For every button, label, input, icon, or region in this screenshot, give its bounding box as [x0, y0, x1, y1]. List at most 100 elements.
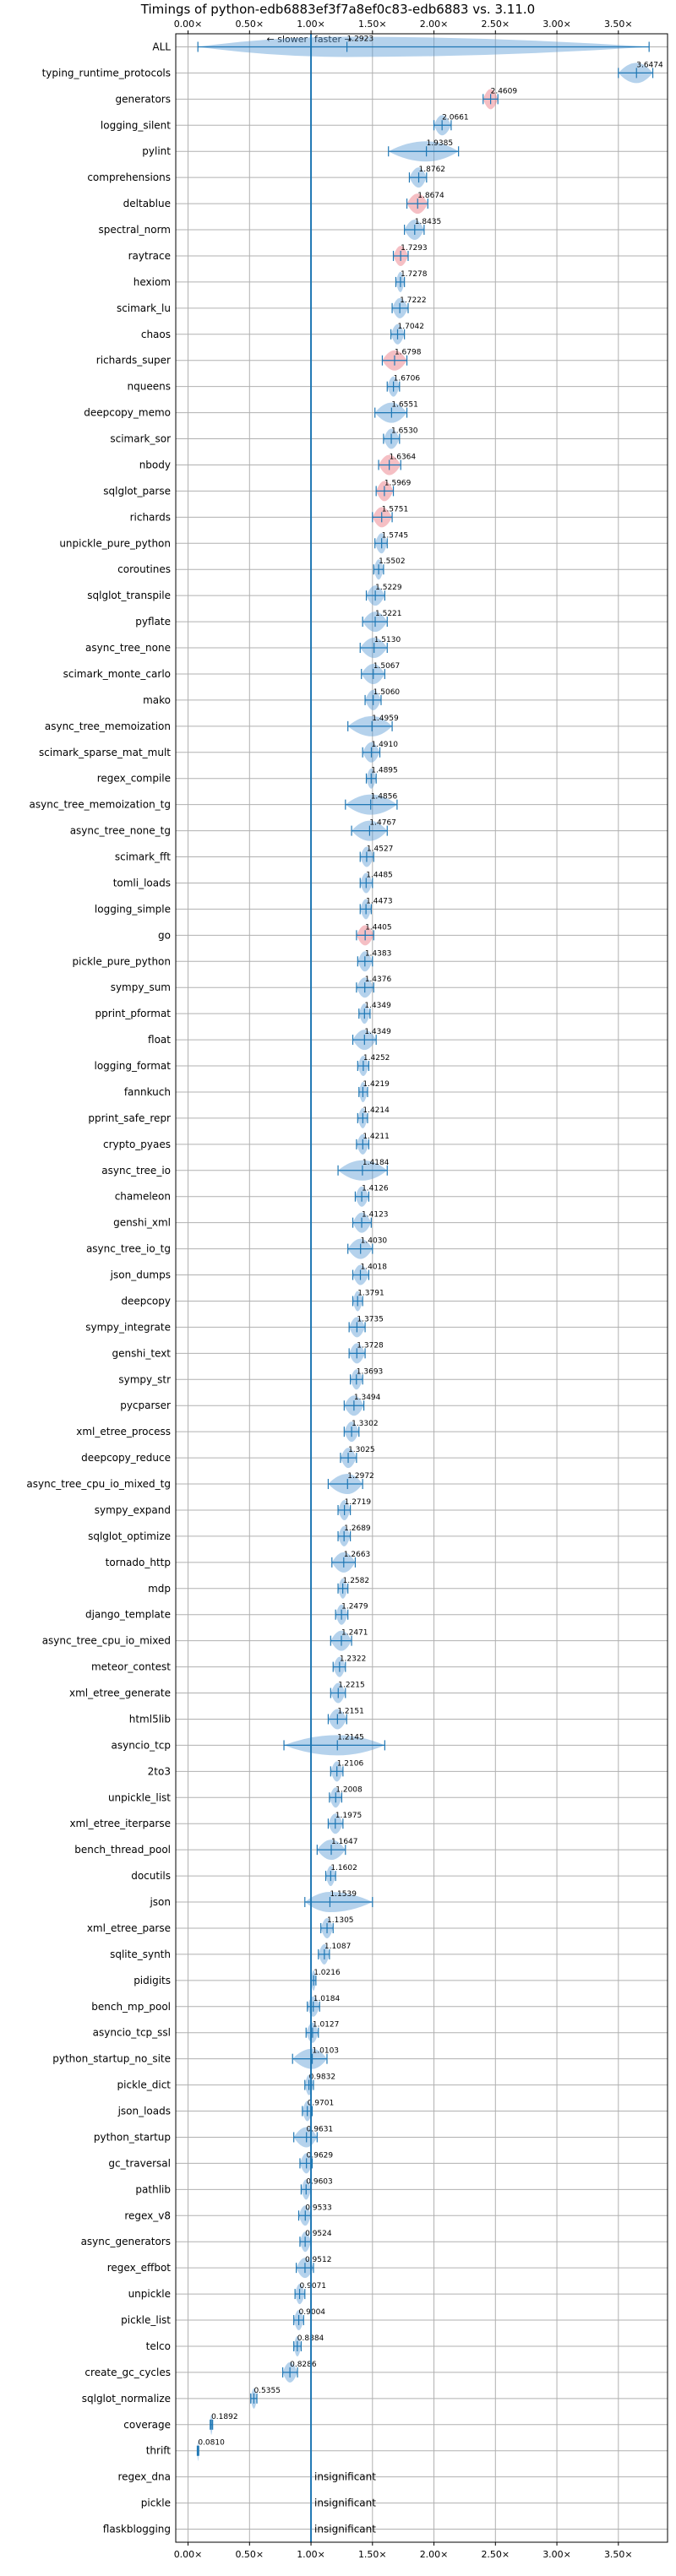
row-label: coroutines: [117, 563, 171, 575]
value-label: 1.0216: [313, 1969, 341, 1977]
row-label: deltablue: [123, 198, 171, 209]
value-label: 1.4910: [371, 741, 398, 749]
value-label: 1.4030: [361, 1237, 388, 1246]
row-label: sympy_integrate: [85, 1321, 171, 1333]
row-label: ALL: [152, 41, 171, 52]
value-label: 1.8762: [419, 166, 446, 174]
row-label: sympy_sum: [111, 981, 171, 993]
row-label: pickle_list: [121, 2314, 171, 2326]
row-label: sqlglot_optimize: [88, 1530, 171, 1542]
row-label: nqueens: [128, 381, 171, 393]
row-label: xml_etree_iterparse: [69, 1818, 171, 1829]
value-label: 1.3494: [354, 1394, 381, 1402]
row-label: bench_mp_pool: [91, 2001, 171, 2013]
row-label: docutils: [131, 1870, 171, 1882]
value-label: 1.4126: [362, 1185, 389, 1193]
value-label: 1.8435: [415, 218, 442, 226]
value-label: 0.9071: [300, 2282, 327, 2291]
value-label: 0.5355: [254, 2387, 281, 2395]
value-label: 1.4184: [363, 1159, 390, 1167]
row-label: regex_v8: [124, 2209, 171, 2221]
plot-frame: [175, 33, 668, 2543]
row-label: telco: [146, 2340, 171, 2352]
row-label: pickle_pure_python: [73, 955, 171, 967]
value-label: 1.4219: [363, 1080, 390, 1089]
row-label: unpickle_list: [108, 1791, 171, 1803]
row-label: logging_format: [94, 1060, 171, 1072]
row-label: mako: [143, 694, 171, 706]
value-label: 1.2145: [337, 1733, 364, 1742]
row-label: logging_silent: [101, 119, 171, 131]
value-label: 1.4123: [362, 1211, 389, 1220]
x-tick-label-bottom: 3.00×: [542, 2549, 571, 2560]
value-label: 0.9524: [305, 2230, 332, 2238]
value-label: 2.4609: [491, 87, 518, 95]
insignificant-label: insignificant: [314, 2497, 376, 2509]
value-label: 1.4252: [363, 1054, 390, 1062]
value-label: 1.7293: [401, 244, 428, 253]
value-label: 1.6551: [391, 401, 418, 410]
value-label: 1.1087: [324, 1943, 352, 1951]
value-label: 1.6364: [390, 453, 417, 461]
row-label: pickle: [141, 2497, 171, 2509]
value-label: 1.2215: [338, 1682, 365, 1690]
value-label: 1.0127: [313, 2021, 340, 2030]
row-label: spectral_norm: [98, 224, 171, 236]
row-label: typing_runtime_protocols: [42, 67, 171, 79]
value-label: 1.2322: [340, 1655, 367, 1664]
value-label: 1.4211: [363, 1133, 390, 1141]
x-tick-label-bottom: 2.00×: [420, 2549, 449, 2560]
value-label: 0.9004: [299, 2308, 326, 2317]
chart-title: Timings of python-edb6883ef3f7a8ef0c83-e…: [140, 2, 535, 17]
row-label: pylint: [142, 145, 171, 157]
value-label: 1.4376: [365, 976, 392, 984]
value-label: 1.1975: [335, 1812, 363, 1820]
row-label: xml_etree_generate: [69, 1687, 171, 1699]
value-label: 1.4527: [367, 845, 394, 854]
value-label: 1.3302: [352, 1420, 379, 1428]
row-label: meteor_contest: [91, 1661, 171, 1673]
value-label: 1.5221: [375, 610, 402, 618]
row-label: scimark_lu: [117, 302, 171, 314]
value-label: 1.3025: [348, 1446, 375, 1454]
value-label: 1.1539: [330, 1890, 357, 1899]
row-label: async_tree_io_tg: [86, 1243, 171, 1255]
row-label: pyflate: [135, 616, 171, 628]
value-label: 1.5751: [382, 505, 409, 514]
value-label: 1.4018: [361, 1264, 388, 1272]
value-label: 1.4349: [364, 1028, 391, 1036]
row-label: sqlite_synth: [110, 1948, 171, 1960]
row-label: deepcopy: [121, 1295, 171, 1307]
value-label: 1.1647: [331, 1838, 358, 1846]
row-label: xml_etree_parse: [87, 1922, 171, 1934]
marks-layer: 1.2923 3.6474 2.4609 2.0661 1.9385 1.8762 1.86…: [196, 35, 663, 2535]
value-label: 1.2106: [337, 1759, 364, 1768]
value-label: 1.5130: [374, 636, 401, 644]
row-label: tomli_loads: [113, 877, 171, 889]
value-label: 3.6474: [636, 61, 663, 69]
row-label: pycparser: [120, 1399, 171, 1411]
value-label: 1.2719: [345, 1498, 372, 1507]
value-label: 1.4485: [366, 871, 393, 879]
x-tick-label-bottom: 0.00×: [174, 2549, 203, 2560]
row-label: scimark_sparse_mat_mult: [39, 747, 171, 758]
row-label: go: [158, 929, 171, 941]
row-label: crypto_pyaes: [103, 1139, 171, 1150]
row-label: thrift: [146, 2445, 172, 2457]
row-label: generators: [115, 93, 171, 105]
value-label: 1.5745: [382, 531, 409, 540]
row-label: scimark_monte_carlo: [63, 668, 171, 680]
value-label: 1.9385: [427, 139, 454, 148]
row-label: asyncio_tcp: [111, 1739, 171, 1751]
value-label: 0.9832: [309, 2073, 336, 2082]
direction-labels: ← slower faster →: [267, 34, 352, 45]
row-label: scimark_fft: [115, 851, 171, 863]
row-label: async_tree_memoization_tg: [30, 799, 171, 811]
row-label: async_tree_cpu_io_mixed_tg: [26, 1478, 171, 1490]
row-label: tornado_http: [106, 1557, 171, 1568]
row-label: float: [148, 1034, 171, 1046]
row-label: sympy_str: [118, 1373, 171, 1385]
value-label: 1.2582: [343, 1577, 370, 1585]
row-label: richards: [130, 511, 171, 523]
x-tick-label-bottom: 1.00×: [297, 2549, 325, 2560]
